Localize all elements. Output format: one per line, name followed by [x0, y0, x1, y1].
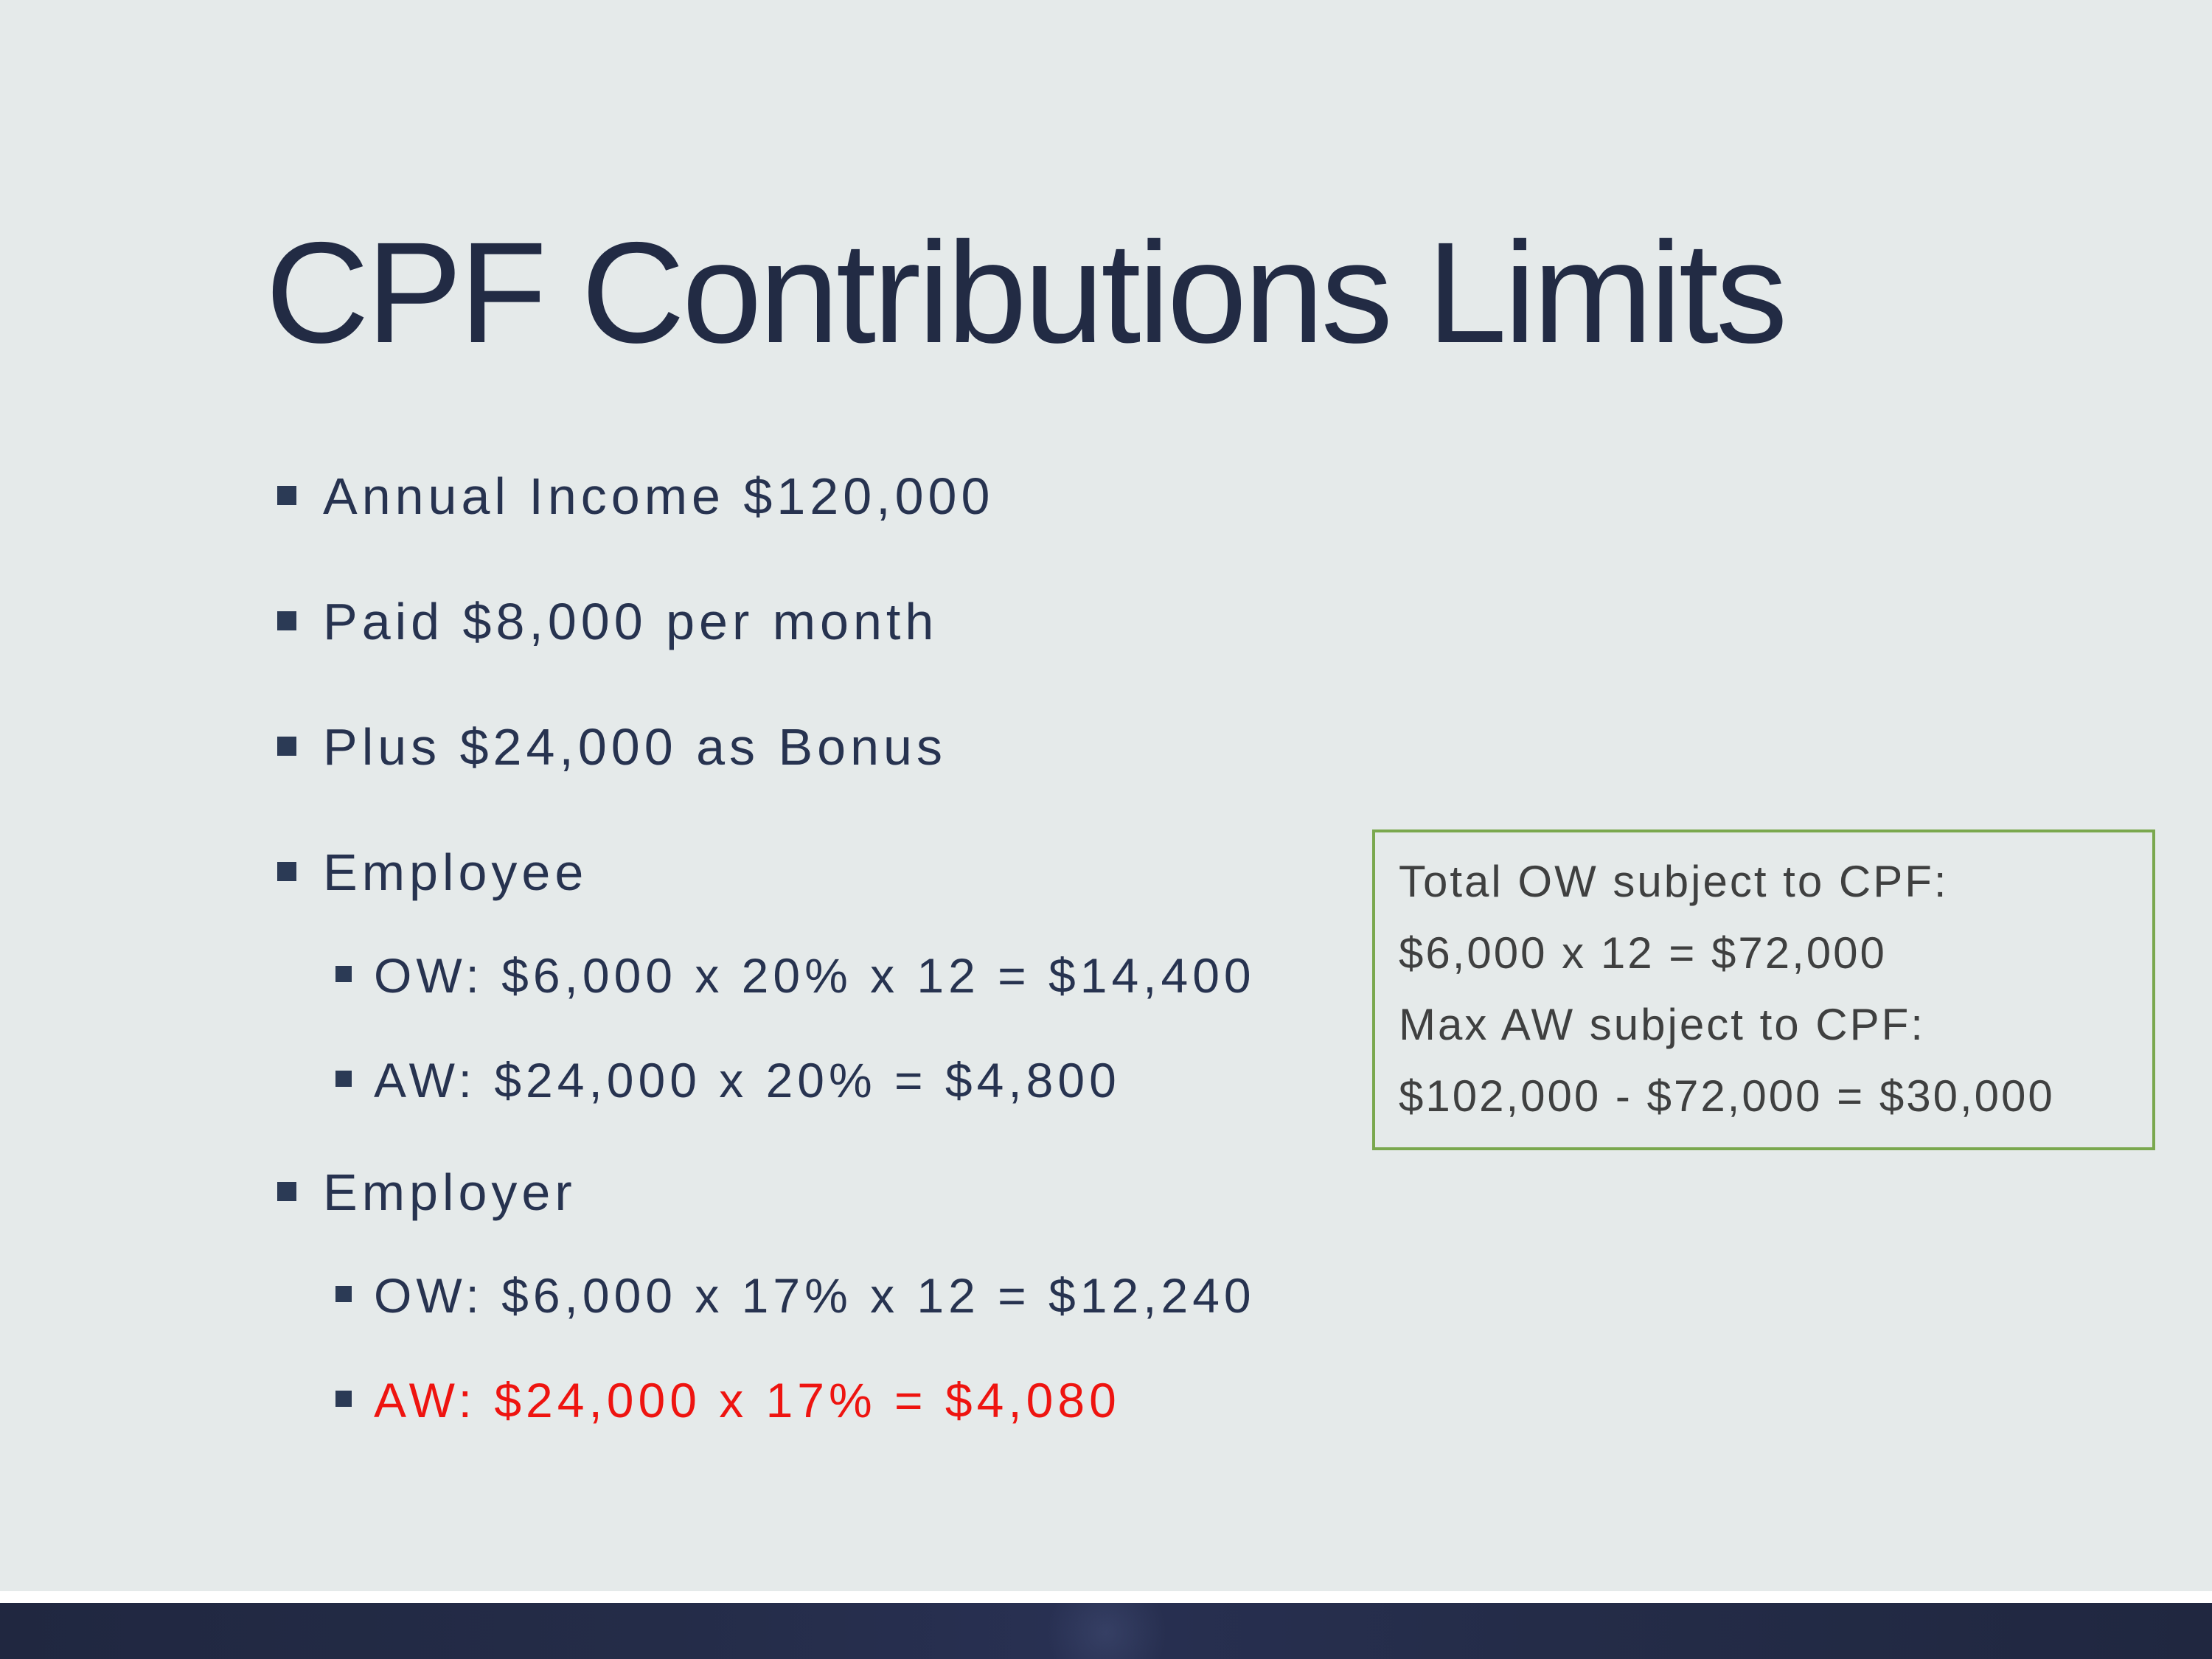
list-item: Annual Income $120,000: [277, 465, 1427, 528]
list-item: AW: $24,000 x 20% = $4,800: [277, 1050, 1427, 1110]
callout-line: Max AW subject to CPF:: [1399, 1000, 1925, 1049]
bullet-marker-icon: [277, 611, 296, 630]
callout-line: $102,000 - $72,000 = $30,000: [1399, 1071, 2055, 1121]
page-title: CPF Contributions Limits: [265, 212, 1788, 373]
list-item: Plus $24,000 as Bonus: [277, 715, 1427, 779]
bullet-text: OW: $6,000 x 17% x 12 = $12,240: [374, 1268, 1256, 1323]
bullet-text: Employer: [323, 1164, 577, 1221]
list-item: Employee: [277, 841, 1427, 904]
list-item: OW: $6,000 x 20% x 12 = $14,400: [277, 945, 1427, 1006]
bullet-marker-icon: [277, 486, 296, 505]
bullet-text: OW: $6,000 x 20% x 12 = $14,400: [374, 948, 1256, 1003]
list-item: Paid $8,000 per month: [277, 590, 1427, 653]
callout-line: Total OW subject to CPF:: [1399, 857, 1949, 906]
bullet-text: Plus $24,000 as Bonus: [323, 718, 947, 776]
bullet-text: Annual Income $120,000: [323, 467, 995, 525]
bullet-marker-icon: [277, 737, 296, 756]
bullet-text: AW: $24,000 x 20% = $4,800: [374, 1053, 1121, 1107]
callout-box: Total OW subject to CPF: $6,000 x 12 = $…: [1372, 830, 2155, 1150]
bullet-marker-icon: [277, 862, 296, 881]
callout-line: $6,000 x 12 = $72,000: [1399, 928, 1887, 978]
footer-bar: [0, 1603, 2212, 1659]
bullet-text: Employee: [323, 844, 588, 901]
list-item: AW: $24,000 x 17% = $4,080: [277, 1370, 1427, 1430]
bullet-list: Annual Income $120,000 Paid $8,000 per mo…: [277, 465, 1427, 1430]
list-item: Employer: [277, 1161, 1427, 1224]
bullet-text: AW: $24,000 x 17% = $4,080: [374, 1373, 1121, 1427]
bullet-marker-icon: [335, 1391, 352, 1407]
list-item: OW: $6,000 x 17% x 12 = $12,240: [277, 1265, 1427, 1326]
bullet-text: Paid $8,000 per month: [323, 593, 939, 650]
bullet-marker-icon: [335, 966, 352, 982]
bullet-marker-icon: [277, 1182, 296, 1201]
bullet-marker-icon: [335, 1071, 352, 1087]
bullet-marker-icon: [335, 1286, 352, 1302]
footer-accent-strip: [0, 1591, 2212, 1603]
